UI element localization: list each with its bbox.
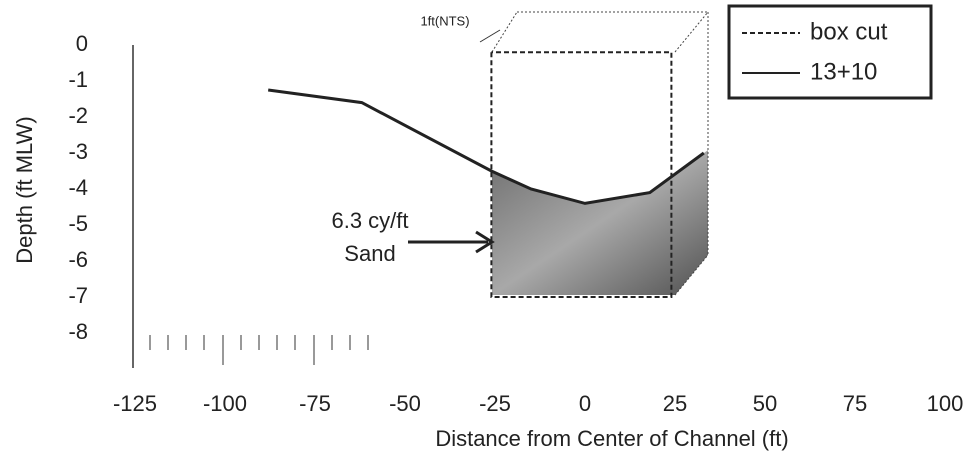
x-tick-label: 50	[753, 391, 777, 416]
x-tick-label: 25	[663, 391, 687, 416]
x-tick-label: 100	[927, 391, 964, 416]
y-tick-label: -7	[68, 283, 88, 308]
legend-box	[727, 4, 933, 100]
series-line	[490, 51, 673, 298]
legend-label: 13+10	[810, 58, 877, 85]
y-tick-label: -2	[68, 103, 88, 128]
y-axis-label: Depth (ft MLW)	[12, 116, 37, 264]
legend-label: box cut	[810, 18, 888, 45]
y-tick-label: -1	[68, 67, 88, 92]
sand-fill	[492, 150, 708, 295]
x-tick-label: -25	[479, 391, 511, 416]
y-tick-label: -6	[68, 247, 88, 272]
annotation: 1ft(NTS)	[420, 13, 469, 28]
y-tick-label: -5	[68, 211, 88, 236]
x-tick-label: -50	[389, 391, 421, 416]
x-tick-label: 0	[579, 391, 591, 416]
x-tick-label: -75	[299, 391, 331, 416]
series-line	[267, 88, 705, 205]
y-tick-label: 0	[76, 31, 88, 56]
minor-ticks	[149, 335, 369, 365]
nts-leader	[479, 29, 501, 43]
arrow-head	[475, 230, 495, 254]
y-tick-label: -4	[68, 175, 88, 200]
box-3d	[491, 11, 709, 296]
annotation: 6.3 cy/ft	[331, 208, 408, 233]
annotation: Sand	[344, 241, 395, 266]
x-tick-label: 75	[843, 391, 867, 416]
x-axis-label: Distance from Center of Channel (ft)	[435, 426, 788, 451]
x-tick-label: -100	[203, 391, 247, 416]
y-tick-label: -8	[68, 319, 88, 344]
y-tick-label: -3	[68, 139, 88, 164]
x-tick-label: -125	[113, 391, 157, 416]
